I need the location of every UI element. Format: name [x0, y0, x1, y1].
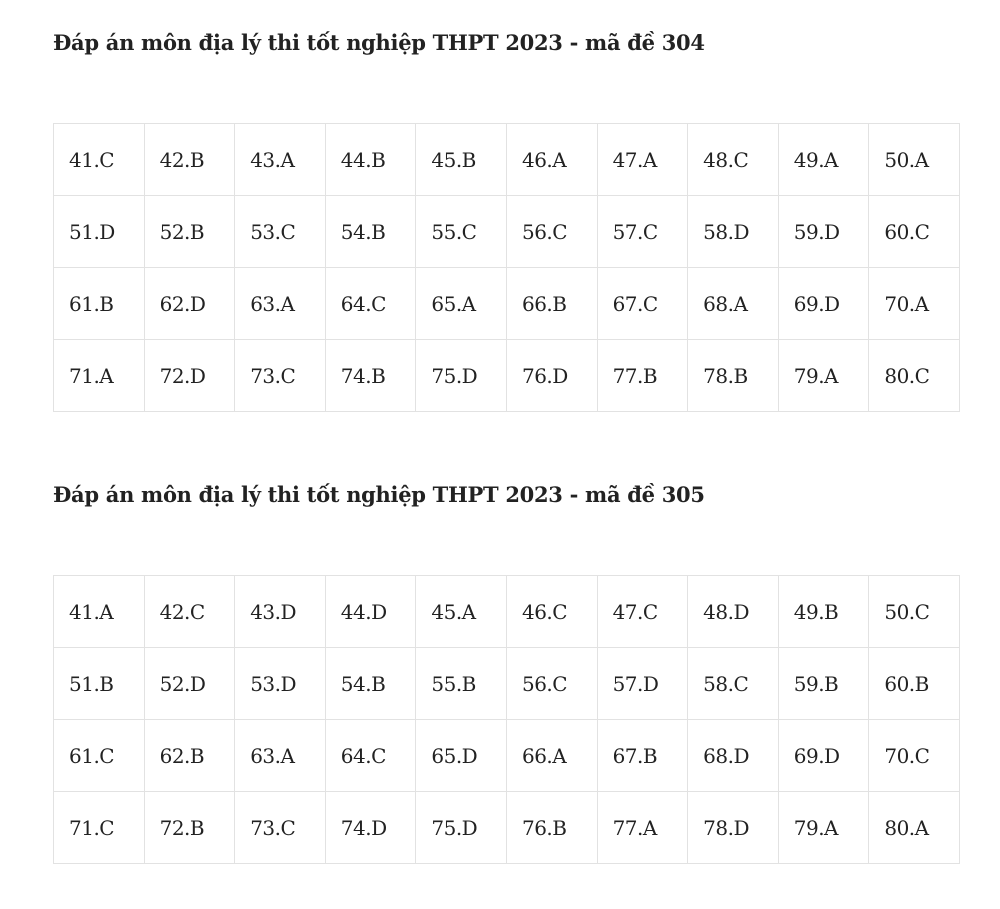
answer-cell: 42.B — [143, 123, 236, 196]
answer-cell: 57.D — [596, 647, 689, 720]
answer-cell: 80.A — [868, 791, 960, 864]
answer-cell: 47.A — [596, 123, 689, 196]
table-row: 41.C 42.B 43.A 44.B 45.B 46.A 47.A 48.C 49.A 50.A — [53, 123, 960, 196]
answer-cell: 48.D — [687, 575, 779, 648]
answer-cell: 50.C — [868, 575, 960, 648]
answer-cell: 59.B — [777, 647, 870, 720]
answer-cell: 77.B — [596, 339, 689, 412]
answer-cell: 80.C — [868, 339, 960, 412]
answer-cell: 72.B — [143, 791, 236, 864]
answer-cell: 69.D — [777, 267, 870, 340]
answer-cell: 52.B — [143, 195, 236, 268]
table-row: 51.D 52.B 53.C 54.B 55.C 56.C 57.C 58.D 59.D 60.C — [53, 195, 960, 268]
answer-cell: 71.C — [53, 791, 145, 864]
answer-cell: 63.A — [234, 267, 326, 340]
answer-cell: 66.A — [505, 719, 598, 792]
answer-cell: 49.B — [777, 575, 870, 648]
table-row: 51.B 52.D 53.D 54.B 55.B 56.C 57.D 58.C 59.B 60.B — [53, 647, 960, 720]
answer-cell: 57.C — [596, 195, 689, 268]
table-row: 71.C 72.B 73.C 74.D 75.D 76.B 77.A 78.D 79.A 80.A — [53, 791, 960, 864]
table-body: 41.A 42.C 43.D 44.D 45.A 46.C 47.C 48.D 49.B 50.C… — [53, 575, 960, 864]
answer-cell: 65.A — [415, 267, 507, 340]
answer-cell: 59.D — [777, 195, 870, 268]
answer-cell: 67.B — [596, 719, 689, 792]
answer-table: 41.C 42.B 43.A 44.B 45.B 46.A 47.A 48.C 49.A 50.A… — [53, 123, 960, 412]
section-heading: Đáp án môn địa lý thi tốt nghiệp THPT 20… — [53, 30, 705, 55]
answer-cell: 44.B — [324, 123, 417, 196]
answer-cell: 53.D — [234, 647, 326, 720]
answer-cell: 65.D — [415, 719, 507, 792]
answer-cell: 60.C — [868, 195, 960, 268]
answer-cell: 42.C — [143, 575, 236, 648]
answer-cell: 54.B — [324, 647, 417, 720]
answer-cell: 74.D — [324, 791, 417, 864]
answer-cell: 44.D — [324, 575, 417, 648]
answer-cell: 45.B — [415, 123, 507, 196]
answer-cell: 62.B — [143, 719, 236, 792]
answer-cell: 48.C — [687, 123, 779, 196]
table-row: 61.C 62.B 63.A 64.C 65.D 66.A 67.B 68.D 69.D 70.C — [53, 719, 960, 792]
answer-cell: 63.A — [234, 719, 326, 792]
answer-cell: 43.D — [234, 575, 326, 648]
answer-cell: 58.D — [687, 195, 779, 268]
answer-cell: 78.D — [687, 791, 779, 864]
answer-cell: 46.A — [505, 123, 598, 196]
answer-cell: 47.C — [596, 575, 689, 648]
answer-cell: 64.C — [324, 267, 417, 340]
answer-cell: 79.A — [777, 791, 870, 864]
answer-cell: 43.A — [234, 123, 326, 196]
answer-cell: 60.B — [868, 647, 960, 720]
answer-cell: 70.A — [868, 267, 960, 340]
answer-cell: 79.A — [777, 339, 870, 412]
answer-cell: 67.C — [596, 267, 689, 340]
answer-cell: 56.C — [505, 195, 598, 268]
answer-cell: 64.C — [324, 719, 417, 792]
answer-cell: 72.D — [143, 339, 236, 412]
answer-cell: 76.D — [505, 339, 598, 412]
section-heading: Đáp án môn địa lý thi tốt nghiệp THPT 20… — [53, 482, 705, 507]
answer-cell: 69.D — [777, 719, 870, 792]
answer-cell: 46.C — [505, 575, 598, 648]
table-row: 41.A 42.C 43.D 44.D 45.A 46.C 47.C 48.D 49.B 50.C — [53, 575, 960, 648]
answer-cell: 76.B — [505, 791, 598, 864]
table-body: 41.C 42.B 43.A 44.B 45.B 46.A 47.A 48.C 49.A 50.A… — [53, 123, 960, 412]
answer-cell: 73.C — [234, 339, 326, 412]
answer-cell: 50.A — [868, 123, 960, 196]
answer-cell: 45.A — [415, 575, 507, 648]
answer-table: 41.A 42.C 43.D 44.D 45.A 46.C 47.C 48.D 49.B 50.C… — [53, 575, 960, 864]
answer-cell: 51.D — [53, 195, 145, 268]
answer-cell: 53.C — [234, 195, 326, 268]
answer-cell: 71.A — [53, 339, 145, 412]
answer-cell: 78.B — [687, 339, 779, 412]
answer-cell: 55.C — [415, 195, 507, 268]
answer-cell: 68.D — [687, 719, 779, 792]
table-row: 61.B 62.D 63.A 64.C 65.A 66.B 67.C 68.A 69.D 70.A — [53, 267, 960, 340]
answer-cell: 61.B — [53, 267, 145, 340]
answer-cell: 51.B — [53, 647, 145, 720]
answer-cell: 41.C — [53, 123, 145, 196]
answer-cell: 49.A — [777, 123, 870, 196]
answer-cell: 75.D — [415, 791, 507, 864]
answer-cell: 55.B — [415, 647, 507, 720]
answer-cell: 61.C — [53, 719, 145, 792]
answer-cell: 56.C — [505, 647, 598, 720]
answer-section: Đáp án môn địa lý thi tốt nghiệp THPT 20… — [0, 452, 1000, 904]
answer-cell: 77.A — [596, 791, 689, 864]
answer-cell: 41.A — [53, 575, 145, 648]
answer-cell: 74.B — [324, 339, 417, 412]
table-row: 71.A 72.D 73.C 74.B 75.D 76.D 77.B 78.B 79.A 80.C — [53, 339, 960, 412]
answer-cell: 70.C — [868, 719, 960, 792]
answer-cell: 62.D — [143, 267, 236, 340]
answer-cell: 54.B — [324, 195, 417, 268]
answer-cell: 75.D — [415, 339, 507, 412]
answer-cell: 58.C — [687, 647, 779, 720]
answer-cell: 68.A — [687, 267, 779, 340]
answer-cell: 73.C — [234, 791, 326, 864]
answer-cell: 66.B — [505, 267, 598, 340]
answer-section: Đáp án môn địa lý thi tốt nghiệp THPT 20… — [0, 0, 1000, 452]
answer-cell: 52.D — [143, 647, 236, 720]
